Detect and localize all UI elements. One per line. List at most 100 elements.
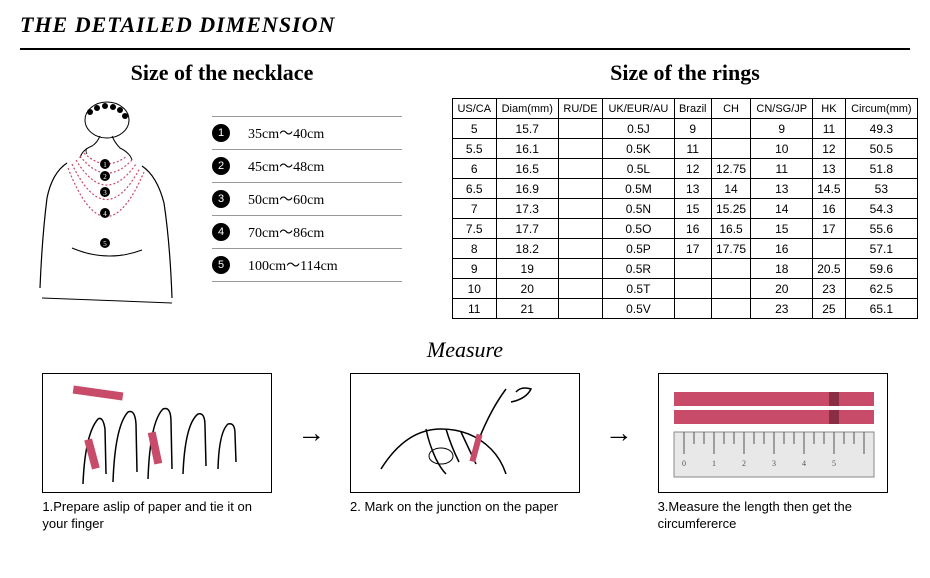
svg-text:5: 5 xyxy=(832,459,836,468)
table-cell: 0.5N xyxy=(603,199,675,219)
table-header: CH xyxy=(711,99,751,119)
ring-size-table: US/CADiam(mm)RU/DEUK/EUR/AUBrazilCHCN/SG… xyxy=(452,98,918,319)
table-cell: 54.3 xyxy=(845,199,917,219)
svg-text:4: 4 xyxy=(802,459,806,468)
svg-text:3: 3 xyxy=(103,189,107,197)
table-cell: 9 xyxy=(453,259,497,279)
table-cell: 55.6 xyxy=(845,219,917,239)
table-cell xyxy=(558,239,602,259)
size-text: 70cm～86cm xyxy=(248,222,324,242)
bullet-icon: 1 xyxy=(212,124,230,142)
measure-title: Measure xyxy=(0,337,930,363)
table-row: 6.516.90.5M13141314.553 xyxy=(453,179,918,199)
table-cell: 19 xyxy=(496,259,558,279)
table-header: UK/EUR/AU xyxy=(603,99,675,119)
header-title: THE DETAILED DIMENSION xyxy=(20,12,910,38)
table-cell xyxy=(558,159,602,179)
step-image xyxy=(350,373,580,493)
table-cell xyxy=(711,279,751,299)
svg-text:1: 1 xyxy=(712,459,716,468)
table-cell: 25 xyxy=(813,299,846,319)
measure-step-3: 0 1 2 3 4 5 3.Measure the length then ge… xyxy=(658,373,888,533)
table-cell xyxy=(711,259,751,279)
table-cell: 8 xyxy=(453,239,497,259)
table-cell: 17 xyxy=(813,219,846,239)
table-cell xyxy=(558,219,602,239)
table-cell: 11 xyxy=(674,139,711,159)
table-cell: 0.5L xyxy=(603,159,675,179)
table-cell: 10 xyxy=(453,279,497,299)
table-cell xyxy=(558,119,602,139)
table-cell: 14 xyxy=(751,199,813,219)
table-cell: 16 xyxy=(674,219,711,239)
table-header: HK xyxy=(813,99,846,119)
svg-text:5: 5 xyxy=(103,240,107,248)
table-cell: 18 xyxy=(751,259,813,279)
table-row: 7.517.7 0.5O1616.5151755.6 xyxy=(453,219,918,239)
table-cell: 53 xyxy=(845,179,917,199)
table-cell xyxy=(711,299,751,319)
table-cell: 20 xyxy=(751,279,813,299)
table-cell: 65.1 xyxy=(845,299,917,319)
svg-text:2: 2 xyxy=(742,459,746,468)
measure-section: Measure 1.Prepare aslip of paper and tie… xyxy=(0,337,930,533)
table-cell: 17.75 xyxy=(711,239,751,259)
table-cell: 17 xyxy=(674,239,711,259)
table-cell: 62.5 xyxy=(845,279,917,299)
table-cell: 51.8 xyxy=(845,159,917,179)
table-cell: 20 xyxy=(496,279,558,299)
table-cell: 49.3 xyxy=(845,119,917,139)
table-cell: 0.5K xyxy=(603,139,675,159)
table-row: 515.70.5J991149.3 xyxy=(453,119,918,139)
table-row: 818.20.5P1717.751657.1 xyxy=(453,239,918,259)
table-cell: 6.5 xyxy=(453,179,497,199)
svg-text:3: 3 xyxy=(772,459,776,468)
table-cell: 59.6 xyxy=(845,259,917,279)
table-header: Brazil xyxy=(674,99,711,119)
step-image: 0 1 2 3 4 5 xyxy=(658,373,888,493)
table-cell: 7.5 xyxy=(453,219,497,239)
table-cell: 14 xyxy=(711,179,751,199)
table-cell xyxy=(558,279,602,299)
svg-text:2: 2 xyxy=(103,173,107,181)
table-cell: 0.5O xyxy=(603,219,675,239)
table-cell: 13 xyxy=(813,159,846,179)
size-text: 35cm～40cm xyxy=(248,123,324,143)
table-cell: 13 xyxy=(674,179,711,199)
necklace-title: Size of the necklace xyxy=(12,60,432,86)
table-cell: 23 xyxy=(813,279,846,299)
table-cell xyxy=(674,299,711,319)
table-cell: 9 xyxy=(751,119,813,139)
step-image xyxy=(42,373,272,493)
rings-title: Size of the rings xyxy=(452,60,918,86)
measure-steps: 1.Prepare aslip of paper and tie it on y… xyxy=(0,373,930,533)
table-cell: 21 xyxy=(496,299,558,319)
table-cell xyxy=(674,279,711,299)
table-cell xyxy=(558,259,602,279)
table-cell xyxy=(674,259,711,279)
svg-text:1: 1 xyxy=(103,161,107,169)
table-cell: 17.7 xyxy=(496,219,558,239)
table-cell xyxy=(558,199,602,219)
table-row: 10200.5T202362.5 xyxy=(453,279,918,299)
table-header: RU/DE xyxy=(558,99,602,119)
table-cell: 10 xyxy=(751,139,813,159)
table-cell: 0.5P xyxy=(603,239,675,259)
table-cell: 5 xyxy=(453,119,497,139)
size-row: 1 35cm～40cm xyxy=(212,116,402,150)
table-cell: 12 xyxy=(674,159,711,179)
table-cell: 16.5 xyxy=(496,159,558,179)
table-cell: 11 xyxy=(813,119,846,139)
table-cell: 17.3 xyxy=(496,199,558,219)
table-cell: 16.9 xyxy=(496,179,558,199)
main-content: Size of the necklace 1 xyxy=(0,50,930,319)
table-cell: 16.5 xyxy=(711,219,751,239)
table-cell xyxy=(558,299,602,319)
table-cell xyxy=(558,179,602,199)
size-text: 45cm～48cm xyxy=(248,156,324,176)
necklace-section: Size of the necklace 1 xyxy=(12,60,432,319)
necklace-size-list: 135cm～40cm 245cm～48cm 350cm～60cm 470cm～8… xyxy=(212,116,402,282)
table-cell: 0.5M xyxy=(603,179,675,199)
table-cell: 15 xyxy=(751,219,813,239)
bullet-icon: 5 xyxy=(212,256,230,274)
